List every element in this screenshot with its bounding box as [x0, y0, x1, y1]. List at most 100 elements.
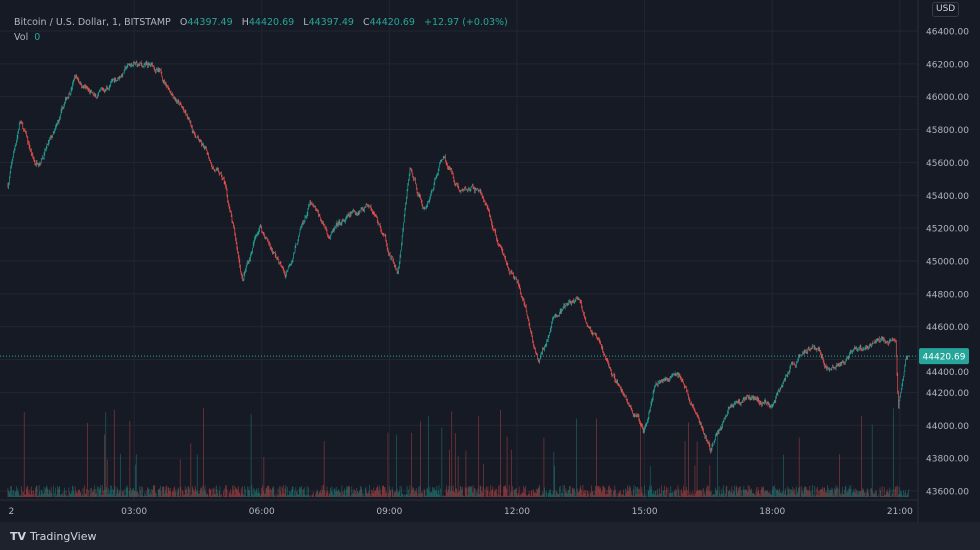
volume-bar — [318, 494, 319, 497]
time-tick-label: 06:00 — [249, 507, 275, 517]
volume-bar — [116, 487, 118, 497]
volume-bar — [576, 418, 577, 497]
volume-bar — [12, 490, 14, 497]
volume-bar — [876, 496, 878, 497]
volume-bar — [865, 496, 867, 497]
volume-bar — [315, 492, 317, 497]
volume-bar — [194, 485, 196, 497]
volume-bar — [856, 489, 857, 497]
volume-bar — [416, 492, 418, 497]
volume-bar — [754, 494, 755, 497]
volume-bar — [827, 487, 829, 497]
volume-bar — [820, 489, 821, 497]
volume-bar — [464, 487, 466, 497]
chart-pane[interactable]: 46400.00 46200.00 46000.00 45800.00 45600.00… — [0, 0, 980, 522]
volume-bar — [54, 493, 56, 497]
volume-bar — [830, 487, 832, 497]
price-chart[interactable]: 46400.00 46200.00 46000.00 45800.00 45600.00… — [0, 0, 980, 522]
volume-bar — [895, 486, 896, 497]
volume-bar — [7, 488, 9, 497]
volume-bar — [703, 488, 704, 497]
volume-bar — [861, 489, 863, 497]
volume-bar — [562, 492, 563, 497]
time-tick-label: 2 — [9, 507, 15, 517]
volume-bar — [516, 493, 518, 497]
price-tick-label: 44800.00 — [926, 290, 969, 300]
volume-bar — [835, 485, 837, 497]
volume-bar — [379, 489, 381, 497]
volume-bar — [230, 489, 231, 497]
volume-bar — [815, 495, 816, 497]
volume-bar — [16, 490, 18, 497]
volume-bar — [744, 489, 746, 497]
volume-bar — [130, 492, 132, 497]
volume-bar — [780, 492, 782, 497]
volume-bar — [20, 495, 22, 497]
volume-bar — [267, 485, 268, 497]
volume-bar — [776, 490, 778, 497]
volume-bar — [776, 490, 777, 497]
volume-bar — [849, 485, 850, 497]
volume-bar — [321, 485, 323, 497]
volume-bar — [180, 486, 182, 497]
volume-bar — [605, 494, 607, 497]
volume-bar — [163, 486, 165, 497]
tradingview-logo[interactable]: TV TradingView — [10, 530, 97, 543]
currency-button[interactable]: USD — [932, 2, 960, 17]
volume-bar — [681, 489, 682, 497]
volume-bar — [376, 485, 378, 497]
volume-bar — [30, 486, 32, 497]
volume-bar — [388, 493, 390, 497]
volume-bar — [289, 491, 290, 497]
volume-bar — [118, 493, 119, 497]
volume-bar — [866, 492, 867, 497]
volume-bar — [345, 489, 347, 497]
volume-bar — [898, 494, 899, 497]
volume-bar — [791, 489, 792, 497]
volume-label[interactable]: Vol — [14, 32, 29, 43]
volume-bar — [249, 490, 251, 497]
volume-bar — [785, 488, 787, 497]
volume-bar — [189, 488, 190, 497]
volume-bar — [189, 496, 191, 497]
volume-bar — [112, 488, 114, 497]
volume-bar — [565, 488, 567, 497]
volume-bar — [103, 434, 105, 497]
volume-bar — [91, 487, 92, 497]
volume-bar — [525, 494, 527, 497]
volume-bar — [464, 496, 465, 497]
volume-bar — [142, 486, 143, 497]
volume-bar — [706, 490, 708, 497]
volume-bar — [644, 495, 646, 497]
volume-bar — [165, 486, 167, 497]
volume-bar — [722, 485, 724, 497]
volume-bar — [881, 496, 882, 497]
volume-bar — [742, 489, 744, 497]
volume-bar — [431, 492, 433, 497]
volume-bar — [470, 487, 472, 497]
volume-bar — [659, 494, 661, 497]
volume-bar — [593, 494, 595, 497]
volume-bar — [281, 494, 282, 497]
symbol-title[interactable]: Bitcoin / U.S. Dollar, 1, BITSTAMP — [14, 17, 171, 28]
volume-bar — [871, 424, 873, 497]
volume-bar — [537, 488, 539, 497]
volume-bar — [709, 465, 711, 497]
volume-bar — [328, 492, 330, 497]
volume-bar — [255, 490, 257, 497]
volume-bar — [818, 495, 820, 497]
volume-bar — [566, 491, 567, 497]
volume-bar — [396, 488, 398, 497]
volume-bar — [27, 486, 29, 497]
volume-bar — [734, 485, 735, 497]
volume-bar — [210, 489, 212, 497]
volume-bar — [407, 494, 409, 497]
volume-bar — [125, 487, 127, 497]
volume-bar — [639, 422, 641, 497]
volume-bar — [736, 485, 738, 497]
volume-bar — [758, 490, 760, 497]
volume-bar — [312, 495, 314, 497]
volume-bar — [486, 490, 488, 497]
volume-bar — [120, 453, 121, 497]
volume-bar — [235, 489, 237, 497]
